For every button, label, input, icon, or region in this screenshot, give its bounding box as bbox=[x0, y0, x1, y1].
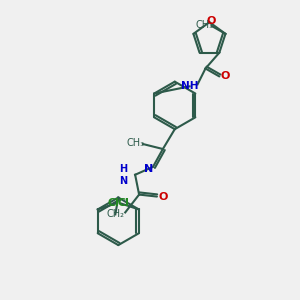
Text: O: O bbox=[207, 16, 216, 26]
Text: N: N bbox=[144, 164, 154, 174]
Text: CH₃: CH₃ bbox=[126, 138, 144, 148]
Text: H
N: H N bbox=[119, 164, 127, 186]
Text: CH₂: CH₂ bbox=[106, 209, 124, 219]
Text: O: O bbox=[220, 71, 230, 81]
Text: O: O bbox=[158, 192, 168, 202]
Text: Cl: Cl bbox=[107, 197, 119, 208]
Text: NH: NH bbox=[181, 81, 198, 91]
Text: CH₃: CH₃ bbox=[196, 20, 214, 30]
Text: Cl: Cl bbox=[118, 197, 129, 208]
